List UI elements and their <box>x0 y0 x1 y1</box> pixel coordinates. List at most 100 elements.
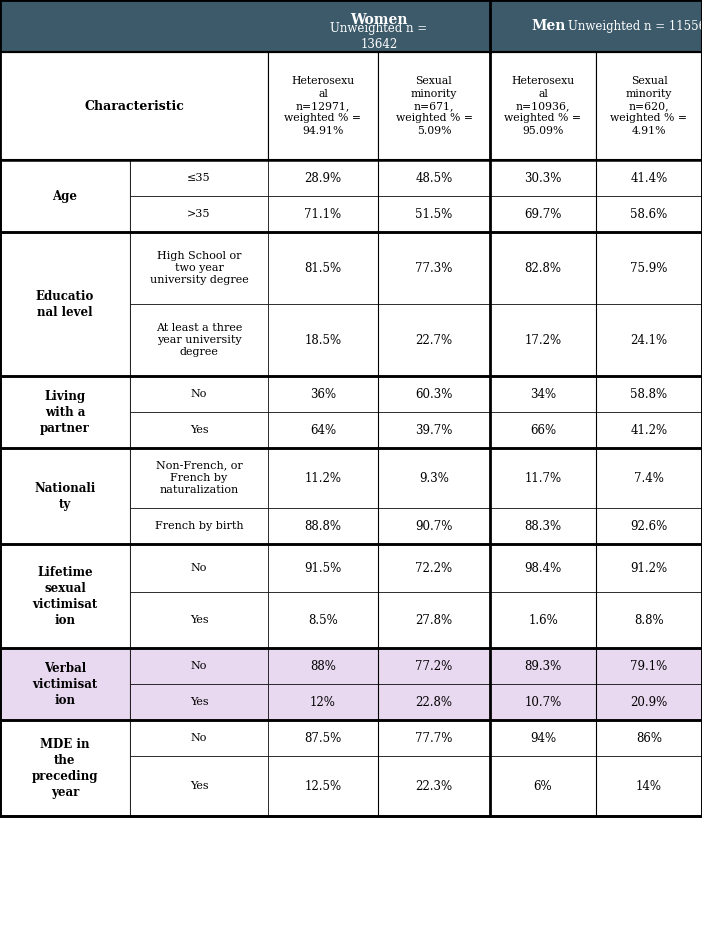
Bar <box>268 648 378 684</box>
Text: Non-French, or
French by
naturalization: Non-French, or French by naturalization <box>156 461 242 495</box>
Bar <box>490 232 596 304</box>
Bar <box>596 376 702 412</box>
Text: 90.7%: 90.7% <box>416 520 453 533</box>
Bar <box>268 720 378 756</box>
Text: 88%: 88% <box>310 659 336 673</box>
Bar <box>490 684 596 720</box>
Text: 6%: 6% <box>534 779 552 793</box>
Text: 11.7%: 11.7% <box>524 472 562 485</box>
Text: 91.5%: 91.5% <box>305 562 342 574</box>
Text: 27.8%: 27.8% <box>416 613 453 627</box>
Bar <box>268 52 378 160</box>
Bar <box>130 508 268 544</box>
Bar <box>490 160 596 196</box>
Bar <box>378 376 490 412</box>
Bar <box>130 448 268 508</box>
Bar <box>0 720 702 816</box>
Bar <box>378 508 490 544</box>
Bar <box>130 196 268 232</box>
Text: 89.3%: 89.3% <box>524 659 562 673</box>
Text: Unweighted n = 11556: Unweighted n = 11556 <box>568 20 702 33</box>
Bar <box>490 756 596 816</box>
Bar <box>0 0 702 52</box>
Bar <box>596 648 702 684</box>
Bar <box>596 592 702 648</box>
Text: MDE in
the
preceding
year: MDE in the preceding year <box>32 737 98 798</box>
Text: Men: Men <box>531 19 566 33</box>
Bar <box>130 544 268 592</box>
Text: 66%: 66% <box>530 423 556 436</box>
Bar <box>490 52 596 160</box>
Text: Yes: Yes <box>190 781 208 791</box>
Text: Heterosexu
al
n=12971,
weighted % =
94.91%: Heterosexu al n=12971, weighted % = 94.9… <box>284 76 362 136</box>
Bar <box>130 412 268 448</box>
Text: Living
with a
partner: Living with a partner <box>40 389 90 434</box>
Text: 22.3%: 22.3% <box>416 779 453 793</box>
Bar <box>490 592 596 648</box>
Text: Yes: Yes <box>190 425 208 435</box>
Text: At least a three
year university
degree: At least a three year university degree <box>156 323 242 357</box>
Bar <box>130 304 268 376</box>
Bar <box>130 720 268 756</box>
Bar <box>268 376 378 412</box>
Bar <box>268 684 378 720</box>
Text: Characteristic: Characteristic <box>84 99 184 113</box>
Text: 14%: 14% <box>636 779 662 793</box>
Text: 28.9%: 28.9% <box>305 172 342 185</box>
Text: 88.3%: 88.3% <box>524 520 562 533</box>
Bar <box>268 196 378 232</box>
Bar <box>0 52 268 160</box>
Bar <box>490 720 596 756</box>
Bar <box>0 544 130 648</box>
Bar <box>378 412 490 448</box>
Text: 94%: 94% <box>530 732 556 745</box>
Text: 58.8%: 58.8% <box>630 387 668 401</box>
Bar <box>378 720 490 756</box>
Text: 41.4%: 41.4% <box>630 172 668 185</box>
Text: No: No <box>191 563 207 573</box>
Bar <box>378 648 490 684</box>
Bar <box>268 756 378 816</box>
Text: 17.2%: 17.2% <box>524 334 562 346</box>
Text: 79.1%: 79.1% <box>630 659 668 673</box>
Bar <box>378 756 490 816</box>
Text: 12%: 12% <box>310 695 336 708</box>
Text: 22.7%: 22.7% <box>416 334 453 346</box>
Bar <box>490 544 596 592</box>
Bar <box>130 756 268 816</box>
Text: No: No <box>191 661 207 671</box>
Text: 51.5%: 51.5% <box>416 207 453 220</box>
Bar <box>596 412 702 448</box>
Text: 60.3%: 60.3% <box>416 387 453 401</box>
Bar <box>0 0 702 52</box>
Text: No: No <box>191 389 207 399</box>
Text: 34%: 34% <box>530 387 556 401</box>
Text: >35: >35 <box>187 209 211 219</box>
Bar <box>490 412 596 448</box>
Text: Educatio
nal level: Educatio nal level <box>36 290 94 319</box>
Bar <box>378 304 490 376</box>
Text: 36%: 36% <box>310 387 336 401</box>
Text: ≤35: ≤35 <box>187 173 211 183</box>
Bar <box>130 160 268 196</box>
Text: 58.6%: 58.6% <box>630 207 668 220</box>
Bar <box>0 544 702 648</box>
Bar <box>378 160 490 196</box>
Text: 91.2%: 91.2% <box>630 562 668 574</box>
Bar <box>130 592 268 648</box>
Bar <box>596 304 702 376</box>
Text: 10.7%: 10.7% <box>524 695 562 708</box>
Text: 22.8%: 22.8% <box>416 695 453 708</box>
Bar <box>130 376 268 412</box>
Bar <box>378 592 490 648</box>
Text: 7.4%: 7.4% <box>634 472 664 485</box>
Bar <box>596 52 702 160</box>
Bar <box>268 544 378 592</box>
Text: 88.8%: 88.8% <box>305 520 341 533</box>
Text: 18.5%: 18.5% <box>305 334 342 346</box>
Text: Heterosexu
al
n=10936,
weighted % =
95.09%: Heterosexu al n=10936, weighted % = 95.0… <box>505 76 581 136</box>
Text: 92.6%: 92.6% <box>630 520 668 533</box>
Bar <box>596 232 702 304</box>
Text: 24.1%: 24.1% <box>630 334 668 346</box>
Bar <box>0 160 702 232</box>
